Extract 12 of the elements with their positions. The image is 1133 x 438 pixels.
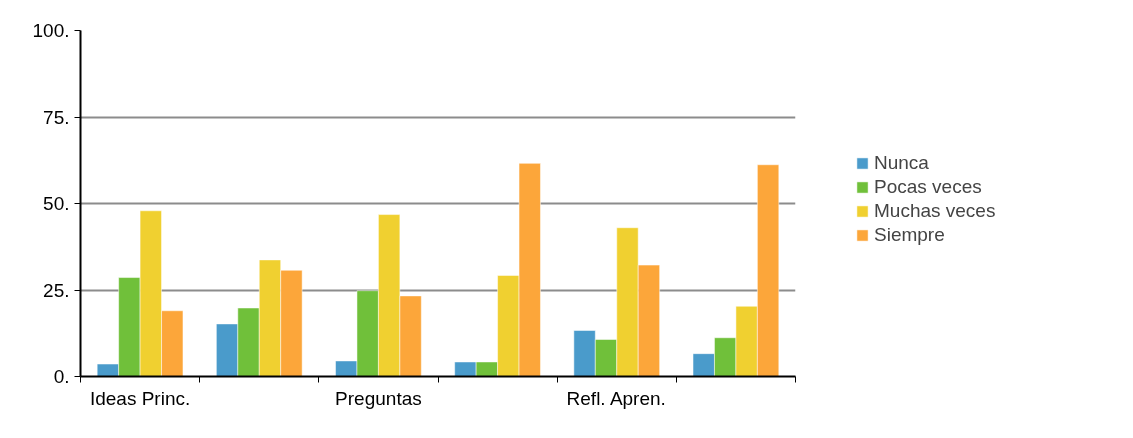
- y-tick-label: 0.: [53, 366, 70, 387]
- y-tick-label: 75.: [43, 106, 70, 128]
- x-tick-label: Refl. Apren.: [566, 387, 666, 409]
- y-tick-label: 100.: [32, 20, 70, 41]
- legend-label: Nunca: [874, 152, 929, 174]
- x-tick-label: Ideas Princ.: [89, 387, 191, 409]
- legend-label: Pocas veces: [874, 176, 982, 198]
- x-tick-label: Preguntas: [335, 387, 422, 409]
- legend-label: Muchas veces: [874, 200, 996, 222]
- legend-label: Siempre: [874, 224, 945, 246]
- y-tick-label: 25.: [43, 279, 70, 301]
- y-tick-label: 50.: [43, 193, 70, 214]
